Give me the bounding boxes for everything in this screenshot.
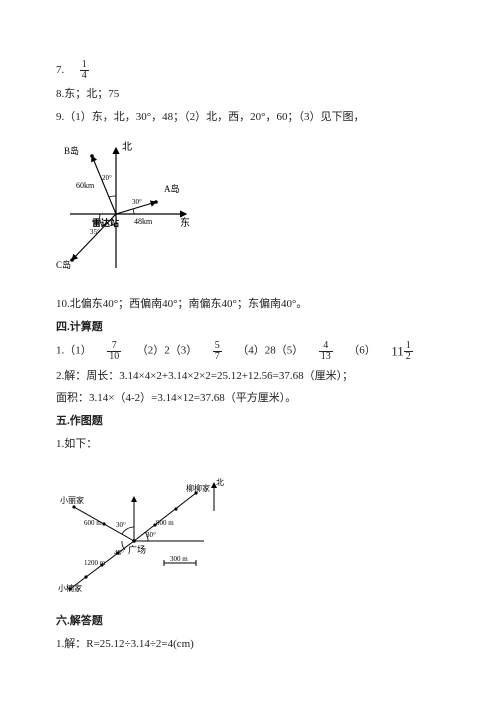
d2-square: 广场	[128, 544, 146, 555]
item-9: 9.（1）东，北，30°，48；（2）北，西，20°，60；（3）见下图，	[56, 108, 444, 127]
q7-frac: 1 4	[80, 60, 89, 81]
item-4-2b: 面积：3.14×（4-2）=3.14×12=37.68（平方厘米）。	[56, 389, 444, 408]
d2-xiaonan: 小楠家	[58, 583, 82, 593]
d2-liuliu: 柳柳家	[186, 483, 210, 493]
q7-label: 7.	[56, 64, 64, 76]
item-7: 7. 1 4	[56, 60, 444, 81]
d2-xiaoli: 小丽家	[60, 495, 84, 505]
d1-east: 东	[180, 216, 190, 229]
item-6-1: 1.解：R=25.12÷3.14÷2=4(cm)	[56, 635, 444, 654]
section-6-title: 六.解答题	[56, 612, 444, 631]
d2-xiaoli-d: 600 m	[84, 519, 102, 527]
d1-C-angle: 35°	[90, 228, 100, 236]
d1-B-label: B岛	[64, 145, 79, 156]
d1-B-dist: 60km	[76, 181, 95, 190]
d1-B-angle: 20°	[102, 174, 112, 182]
section-5-title: 五.作图题	[56, 412, 444, 431]
d1-A-label: A岛	[164, 183, 180, 194]
d1-station: 雷达站	[92, 217, 119, 228]
d2-xiaonan-d: 1200 m	[84, 559, 106, 567]
item-4-1: 1.（1） 710 （2）2（3） 57 （4）28（5） 413 （6） 11…	[56, 340, 444, 362]
item-5-1: 1.如下：	[56, 435, 444, 454]
d1-north: 北	[122, 141, 132, 153]
section-4-title: 四.计算题	[56, 318, 444, 337]
d2-base-d: 300 m	[170, 555, 188, 563]
d2-xiaoli-angle: 30°	[116, 521, 126, 529]
d2-xiaonan-angle: 45°	[114, 549, 124, 557]
d2-liuliu-d: 900 m	[156, 519, 174, 527]
d1-A-dist: 48km	[134, 217, 153, 226]
d1-C-label: C岛	[56, 259, 71, 270]
diagram-radar: 北 东 雷达站 30° A岛 48km 20° B岛 60km 35° C岛	[56, 136, 444, 283]
d1-A-angle: 30°	[132, 198, 142, 206]
item-8: 8.东；北；75	[56, 85, 444, 104]
d2-liuliu-angle: 30°	[146, 531, 156, 539]
d2-north: 北	[216, 478, 224, 487]
diagram-square: 北 广场 30° 小丽家 600 m 30° 柳柳家 900 m 45° 小楠家…	[56, 463, 444, 600]
item-10: 10.北偏东40°；西偏南40°；南偏东40°；东偏南40°。	[56, 295, 444, 314]
item-4-2a: 2.解：周长：3.14×4×2+3.14×2×2=25.12+12.56=37.…	[56, 367, 444, 386]
